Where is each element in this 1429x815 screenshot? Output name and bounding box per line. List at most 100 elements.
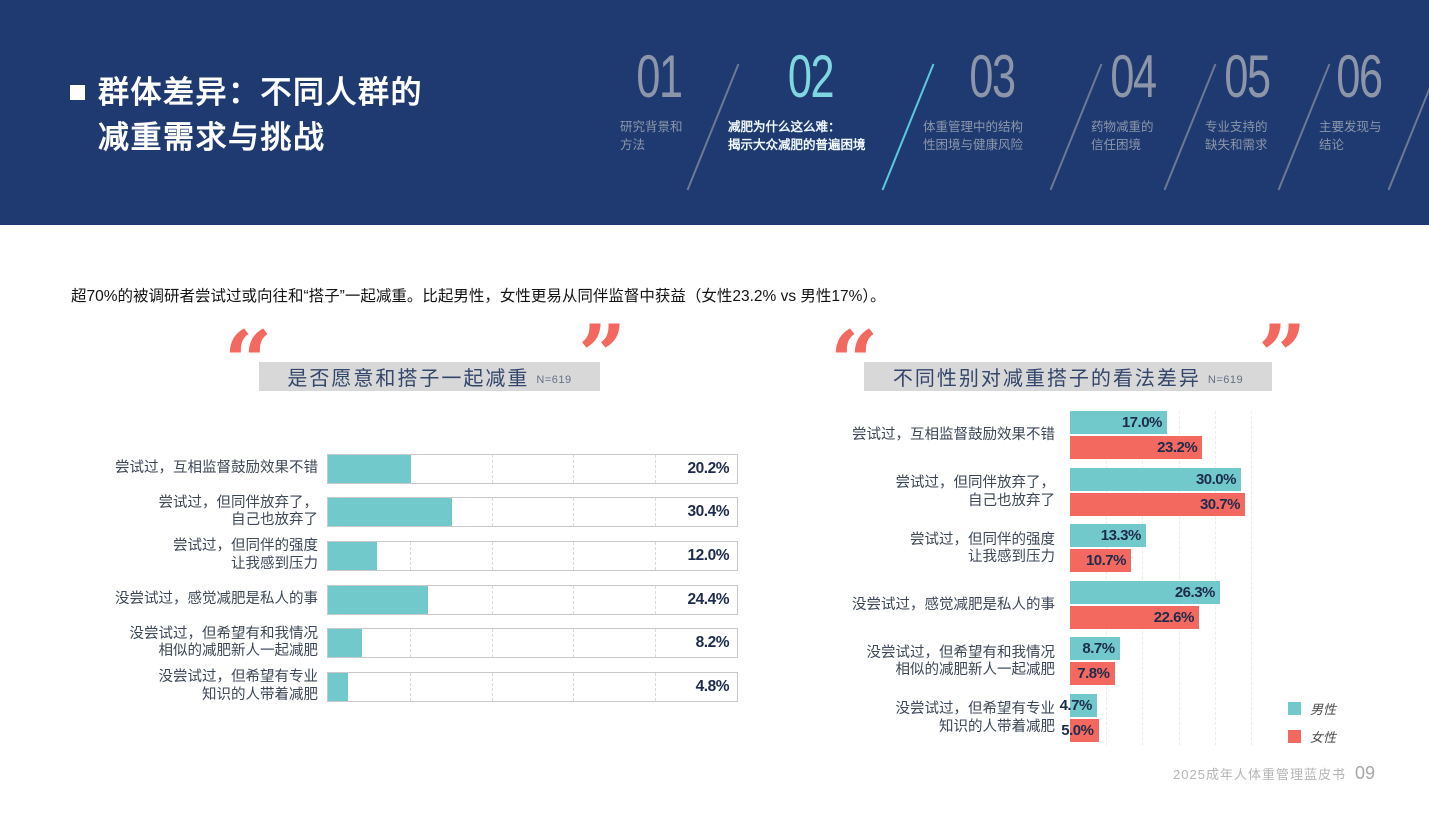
gridline: [491, 541, 493, 570]
male-swatch-icon: [1288, 701, 1301, 715]
legend-male-label: 男性: [1310, 701, 1337, 717]
category-label: 没尝试过，但希望有专业 知识的人带着减肥: [71, 669, 327, 704]
male-bar: 8.7%: [1070, 637, 1120, 661]
legend: 男性 女性: [1288, 694, 1336, 750]
value-label: 7.8%: [1077, 665, 1110, 683]
category-label-line: 没尝试过，感觉减肥是私人的事: [115, 590, 318, 607]
category-label-line: 没尝试过，感觉减肥是私人的事: [852, 597, 1055, 614]
bar-fill: [328, 541, 378, 570]
bar-pair: 13.3% 10.7%: [1070, 524, 1315, 574]
bar-pair: 17.0% 23.2%: [1070, 411, 1315, 461]
nav-section-number: 01: [636, 43, 683, 110]
category-label-line: 没尝试过，但希望有和我情况: [129, 625, 319, 642]
gridline: [491, 672, 493, 701]
nav-label-line: 揭示大众减肥的普遍困境: [728, 137, 866, 152]
value-label: 4.7%: [1059, 696, 1093, 714]
page-title-line1: 群体差异：不同人群的: [98, 75, 423, 110]
gridline: [491, 629, 493, 658]
category-label-line: 相似的减肥新人一起减肥: [158, 643, 319, 660]
value-label: 20.2%: [687, 459, 730, 477]
gridline: [409, 541, 411, 570]
nav-label-line: 方法: [620, 137, 646, 152]
gridline: [409, 629, 411, 658]
value-label: 24.4%: [687, 590, 730, 608]
bar-track: 12.0%: [327, 540, 738, 571]
intro-text: 超70%的被调研者尝试过或向往和“搭子”一起减重。比起男性，女性更易从同伴监督中…: [71, 288, 886, 305]
nav-divider: [1289, 47, 1319, 197]
category-label-line: 知识的人带着减肥: [939, 718, 1055, 735]
gridline: [573, 541, 575, 570]
nav-divider: [1061, 47, 1091, 197]
bar-fill: [328, 454, 411, 483]
partner-willingness-chart: 尝试过，互相监督鼓励效果不错 20.2% 尝试过，但同伴放弃了， 自己也放弃了 30.4…: [71, 447, 751, 709]
bar-pair: 26.3% 22.6%: [1070, 580, 1315, 631]
page-title: 群体差异：不同人群的 减重需求与挑战: [98, 70, 423, 160]
category-label-line: 尝试过，但同伴的强度: [173, 538, 318, 555]
nav-section-label: 减肥为什么这么难： 揭示大众减肥的普遍困境: [728, 119, 893, 154]
nav-label-line: 体重管理中的结构: [923, 120, 1024, 134]
title-block: 群体差异：不同人群的 减重需求与挑战: [70, 70, 423, 160]
page-title-line2: 减重需求与挑战: [98, 120, 326, 155]
category-label-line: 尝试过，但同伴的强度: [910, 531, 1055, 548]
chart-group: 尝试过，互相监督鼓励效果不错 17.0% 23.2%: [770, 411, 1330, 461]
nav-label-line: 性困境与健康风险: [923, 137, 1024, 152]
category-label: 没尝试过，但希望有和我情况 相似的减肥新人一起减肥: [71, 626, 327, 661]
gridline: [409, 672, 411, 701]
female-bar: 30.7%: [1070, 492, 1245, 516]
nav-divider: [1399, 47, 1429, 197]
gridline: [1214, 411, 1216, 745]
gridline: [655, 629, 657, 658]
gridline: [491, 585, 493, 614]
footer: 2025成年人体重管理蓝皮书 09: [1173, 763, 1375, 784]
gridline: [1251, 411, 1252, 745]
nav-divider: [698, 47, 728, 197]
male-bar: 17.0%: [1070, 411, 1167, 434]
header-band: 群体差异：不同人群的 减重需求与挑战 01 研究背景和 方法 02 减肥为什么这么难： 揭…: [0, 0, 1429, 225]
nav-section-04[interactable]: 04 药物减重的 信任困境: [1091, 47, 1175, 154]
nav-section-01[interactable]: 01 研究背景和 方法: [620, 47, 698, 154]
male-bar: 30.0%: [1070, 467, 1241, 491]
female-bar: 5.0%: [1061, 718, 1099, 742]
chart-row: 没尝试过，但希望有专业 知识的人带着减肥 4.8%: [71, 665, 751, 709]
gridline: [573, 585, 575, 614]
bar-fill: [328, 672, 348, 701]
nav-label-line: 结论: [1319, 137, 1345, 152]
nav-label-line: 减肥为什么这么难：: [728, 120, 841, 134]
nav-section-03[interactable]: 03 体重管理中的结构 性困境与健康风险: [923, 47, 1061, 154]
category-label-line: 没尝试过，但希望有和我情况: [866, 644, 1056, 661]
category-label-line: 尝试过，互相监督鼓励效果不错: [852, 427, 1055, 444]
nav-divider: [893, 47, 923, 197]
nav-label-line: 药物减重的: [1091, 120, 1154, 134]
nav-section-label: 研究背景和 方法: [620, 119, 698, 154]
nav-section-06[interactable]: 06 主要发现与 结论: [1319, 47, 1399, 154]
chart-group: 尝试过，但同伴放弃了， 自己也放弃了 30.0% 30.7%: [770, 467, 1330, 518]
category-label-line: 尝试过，但同伴放弃了，: [158, 494, 319, 511]
bar-pair: 4.7% 5.0%: [1060, 693, 1315, 744]
left-chart-title-bar: 是否愿意和搭子一起减重 N=619: [259, 362, 600, 391]
chart-group: 没尝试过，但希望有和我情况 相似的减肥新人一起减肥 8.7% 7.8%: [770, 637, 1330, 687]
chart-group: 尝试过，但同伴的强度 让我感到压力 13.3% 10.7%: [770, 524, 1330, 574]
gridline: [655, 454, 657, 483]
gridline: [573, 672, 575, 701]
left-chart-title: 是否愿意和搭子一起减重: [287, 368, 530, 390]
gridline: [655, 672, 657, 701]
value-label: 26.3%: [1174, 583, 1216, 601]
female-bar: 10.7%: [1070, 549, 1131, 573]
nav-label-line: 研究背景和: [620, 120, 683, 134]
value-label: 8.7%: [1082, 640, 1115, 658]
category-label-line: 让我感到压力: [231, 555, 318, 572]
value-label: 10.7%: [1085, 552, 1127, 570]
footer-book-title: 2025成年人体重管理蓝皮书: [1173, 767, 1346, 782]
category-label: 没尝试过，但希望有专业 知识的人带着减肥: [770, 694, 1065, 744]
gridline: [1178, 411, 1180, 745]
nav-label-line: 主要发现与: [1319, 120, 1382, 134]
category-label: 尝试过，但同伴的强度 让我感到压力: [770, 524, 1065, 574]
gridline: [491, 498, 493, 527]
nav-divider: [1175, 47, 1205, 197]
nav-section-05[interactable]: 05 专业支持的 缺失和需求: [1205, 47, 1289, 154]
chart-row: 尝试过，互相监督鼓励效果不错 20.2%: [71, 447, 751, 491]
nav-section-02[interactable]: 02 减肥为什么这么难： 揭示大众减肥的普遍困境: [728, 47, 893, 154]
footer-page-number: 09: [1354, 763, 1375, 783]
bar-track: 8.2%: [327, 628, 738, 659]
